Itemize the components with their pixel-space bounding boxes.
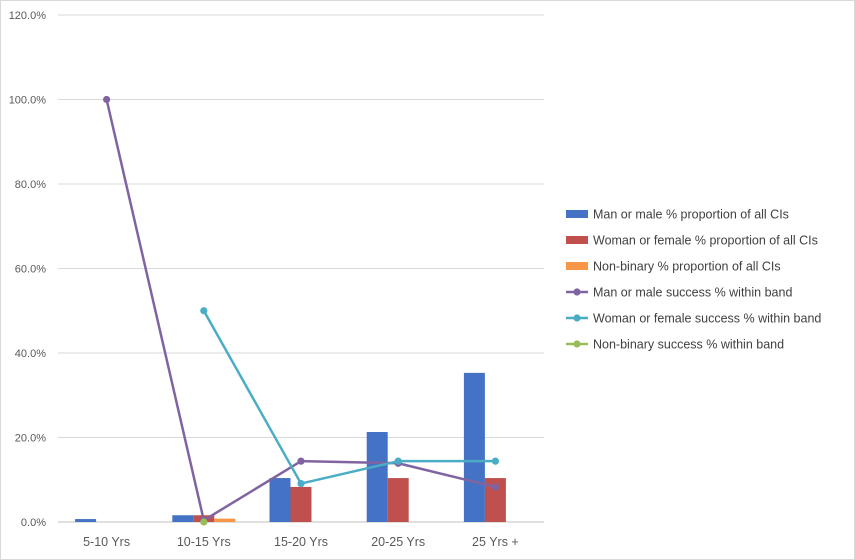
y-tick-label: 20.0% xyxy=(15,433,46,445)
x-tick-label: 25 Yrs + xyxy=(472,535,519,549)
bar xyxy=(269,478,291,522)
legend-label: Non-binary success % within band xyxy=(593,338,784,352)
legend-item: Woman or female success % within band xyxy=(566,312,821,326)
bar xyxy=(463,372,485,522)
x-axis-category-labels: 5-10 Yrs 10-15 Yrs 15-20 Yrs 20-25 Yrs 25 Yr… xyxy=(83,535,519,549)
bar xyxy=(484,478,506,522)
bar xyxy=(214,518,236,522)
x-tick-label: 15-20 Yrs xyxy=(274,535,328,549)
y-tick-label: 80.0% xyxy=(15,179,46,191)
legend: Man or male % proportion of all CIs Woman… xyxy=(566,208,821,352)
series-point xyxy=(394,457,402,465)
series-line xyxy=(202,310,496,485)
y-tick-label: 60.0% xyxy=(15,264,46,276)
legend-label: Non-binary % proportion of all CIs xyxy=(593,260,781,274)
legend-item: Woman or female % proportion of all CIs xyxy=(566,234,818,248)
bar xyxy=(366,432,388,522)
y-tick-label: 40.0% xyxy=(15,348,46,360)
legend-item: Non-binary success % within band xyxy=(566,338,784,352)
y-tick-label: 120.0% xyxy=(9,10,47,22)
legend-swatch xyxy=(566,210,588,218)
legend-item: Non-binary % proportion of all CIs xyxy=(566,260,781,274)
y-tick-label: 0.0% xyxy=(21,517,46,529)
legend-item: Man or male % proportion of all CIs xyxy=(566,208,789,222)
legend-swatch-marker xyxy=(573,340,581,348)
series-point xyxy=(103,95,111,104)
legend-label: Man or male success % within band xyxy=(593,286,792,300)
bar xyxy=(75,519,97,522)
bar xyxy=(290,486,312,522)
legend-item: Man or male success % within band xyxy=(566,286,792,300)
series-point xyxy=(491,457,499,465)
y-tick-label: 100.0% xyxy=(9,95,47,107)
x-tick-label: 10-15 Yrs xyxy=(177,535,231,549)
legend-label: Woman or female success % within band xyxy=(593,312,821,326)
legend-label: Woman or female % proportion of all CIs xyxy=(593,234,818,248)
legend-swatch xyxy=(566,236,588,244)
series-point xyxy=(200,518,208,526)
bar xyxy=(172,515,194,522)
x-tick-label: 5-10 Yrs xyxy=(83,535,130,549)
x-tick-label: 20-25 Yrs xyxy=(371,535,425,549)
gridlines xyxy=(58,14,544,523)
bar xyxy=(387,478,409,522)
series-point xyxy=(491,483,499,491)
series-point xyxy=(297,457,305,465)
series-point xyxy=(297,479,305,488)
legend-label: Man or male % proportion of all CIs xyxy=(593,208,789,222)
y-axis-tick-labels: 0.0% 20.0% 40.0% 60.0% 80.0% 100.0% 120.0% xyxy=(9,10,47,529)
series-point xyxy=(200,307,208,315)
line-series xyxy=(103,95,499,526)
legend-swatch-marker xyxy=(573,288,581,296)
legend-swatch xyxy=(566,262,588,270)
legend-swatch-marker xyxy=(573,314,581,322)
